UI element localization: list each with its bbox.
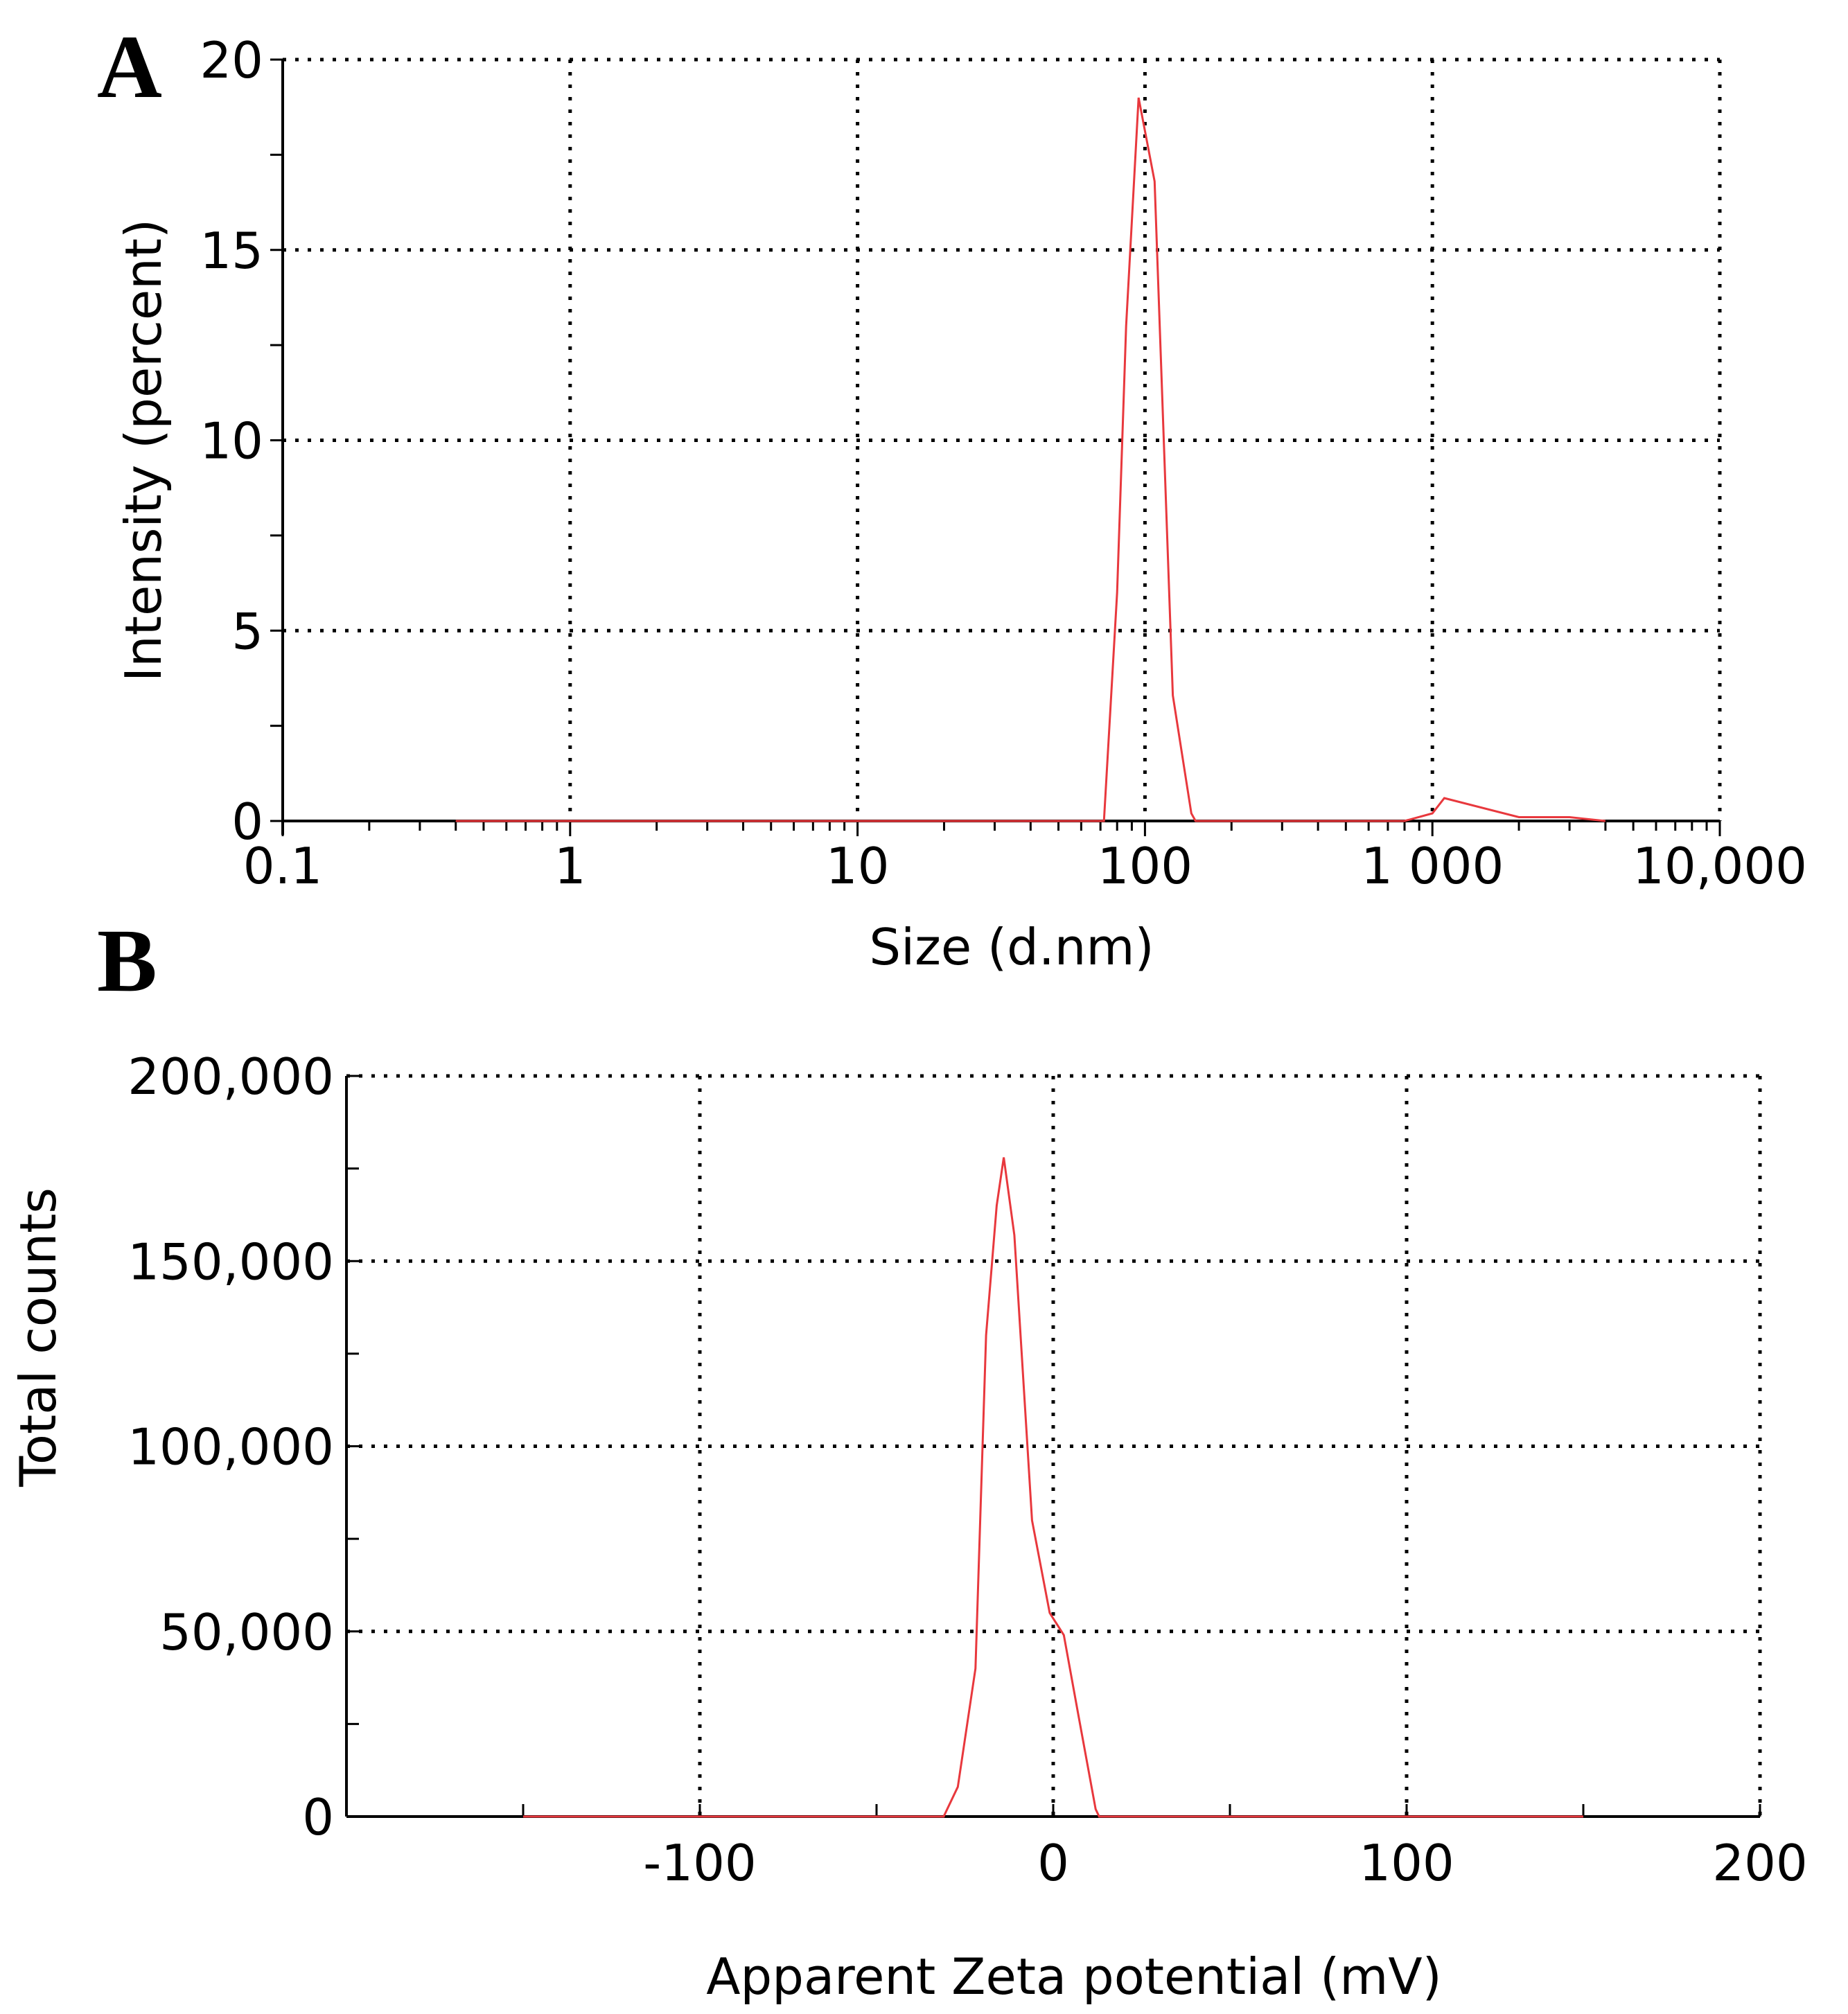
panel-b-y-axis-title: Total counts	[9, 1187, 67, 1487]
panel-b-y-tick-label: 50,000	[159, 1603, 334, 1661]
panel-b-y-tick-labels: 0 50,000 100,000 150,000 200,000	[127, 1048, 334, 1846]
panel-b-y-tick-label: 150,000	[127, 1233, 334, 1291]
panel-a-y-tick-label: 0	[231, 793, 263, 851]
panel-a-y-tick-label: 15	[200, 222, 263, 280]
panel-b-x-axis-title: Apparent Zeta potential (mV)	[706, 1947, 1441, 2006]
panel-a-y-tick-label: 10	[200, 412, 263, 470]
panel-a-x-tick-label: 0.1	[243, 837, 323, 895]
panel-b-y-tick-label: 200,000	[127, 1048, 334, 1106]
panel-b-x-tick-labels: -100 0 100 200	[643, 1834, 1807, 1892]
panel-a-x-tick-label: 1 000	[1361, 837, 1504, 895]
panel-a-grid	[283, 58, 1722, 821]
panel-b-y-tick-label: 100,000	[127, 1418, 334, 1476]
panel-a: A 0 5 10 15 20 0.1 1 10 100 1 000 10,000 Size (d.…	[97, 17, 1807, 976]
panel-b-x-tick-label: 100	[1359, 1834, 1454, 1892]
panel-b-x-tick-label: -100	[643, 1834, 756, 1892]
panel-a-y-tick-labels: 0 5 10 15 20	[200, 31, 263, 851]
panel-b-x-tick-label: 200	[1712, 1834, 1807, 1892]
panel-a-minor-ticks	[270, 58, 1721, 836]
panel-b-y-tick-label: 0	[302, 1788, 334, 1846]
panel-b-label: B	[97, 911, 157, 1011]
panel-a-y-tick-label: 5	[231, 602, 263, 660]
panel-b-grid	[346, 1074, 1762, 1817]
panel-a-x-tick-label: 10,000	[1633, 837, 1807, 895]
panel-b-counts-line	[523, 1157, 1583, 1818]
panel-a-label: A	[97, 17, 162, 117]
panel-b: B 0 50,000 100,000 150,000 200,000 -100 0 100 2…	[9, 911, 1808, 2006]
panel-a-x-tick-labels: 0.1 1 10 100 1 000 10,000	[243, 837, 1807, 895]
panel-a-x-tick-label: 10	[826, 837, 890, 895]
panel-a-x-tick-label: 100	[1098, 837, 1193, 895]
panel-a-x-axis-title: Size (d.nm)	[869, 918, 1154, 976]
panel-b-x-tick-label: 0	[1037, 1834, 1069, 1892]
panel-b-minor-ticks	[346, 1075, 1761, 1818]
panel-a-x-tick-label: 1	[554, 837, 586, 895]
panel-a-y-tick-label: 20	[200, 31, 263, 89]
panel-a-intensity-line	[455, 97, 1606, 822]
panel-a-axes	[281, 60, 1720, 835]
panel-a-y-axis-title: Intensity (percent)	[114, 219, 173, 682]
